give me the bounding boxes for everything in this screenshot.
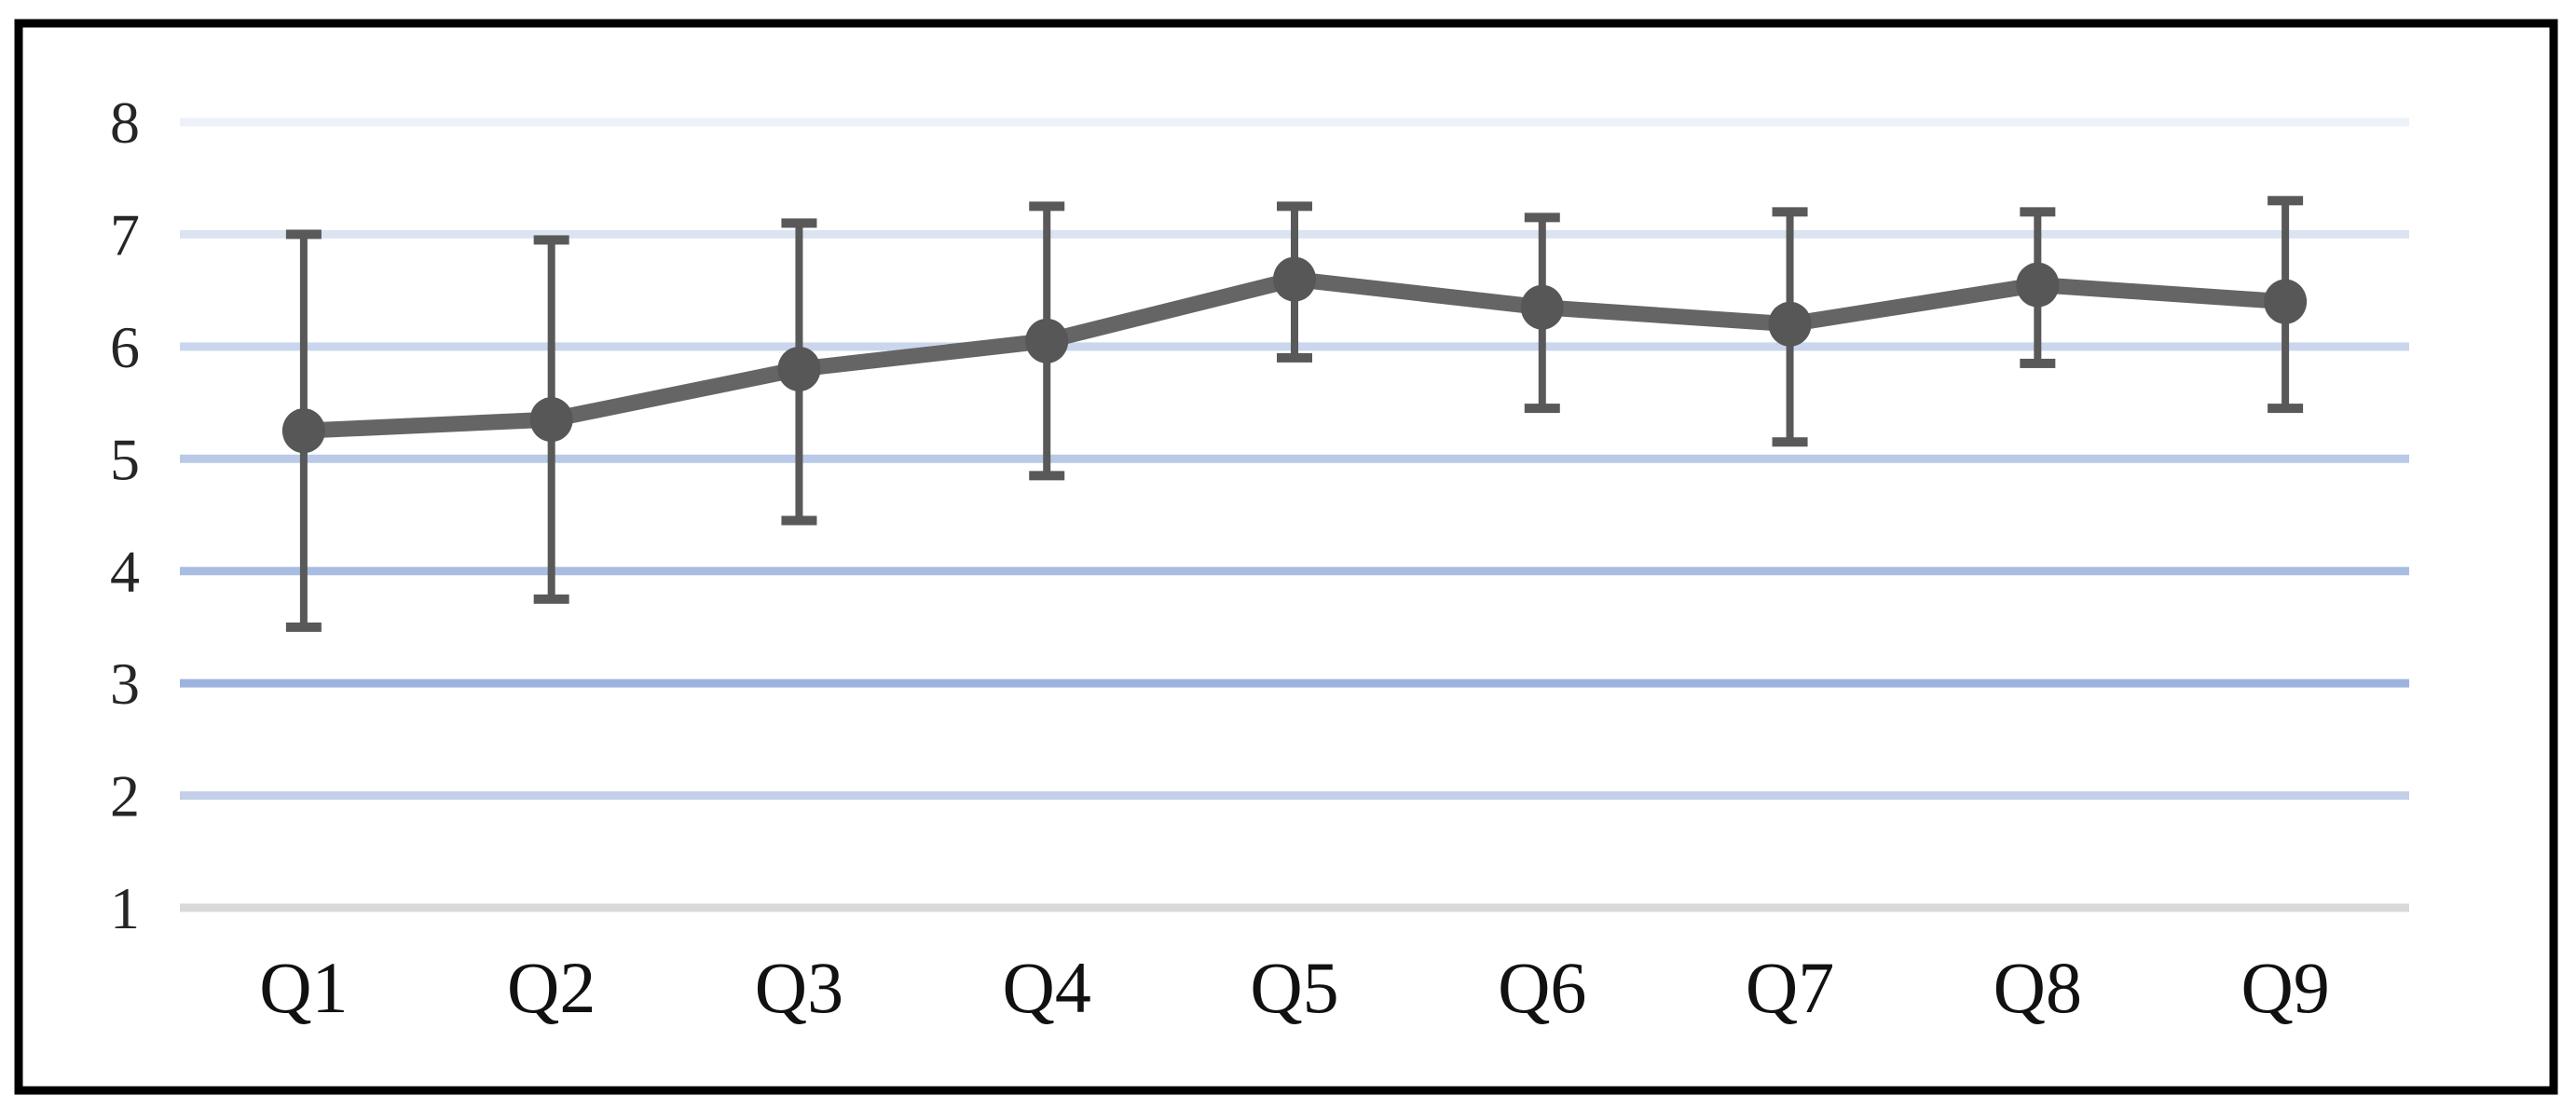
error-bar-cap-bottom-q3 [781, 515, 817, 526]
data-point-marker-q3 [777, 346, 821, 391]
xtick-label-q5: Q5 [1250, 947, 1338, 1028]
data-point-marker-q5 [1273, 256, 1316, 302]
error-bar-cap-bottom-q6 [1524, 404, 1560, 414]
chart-border [14, 19, 2558, 1095]
error-bar-cap-bottom-q4 [1029, 471, 1065, 481]
data-point-marker-q6 [1520, 284, 1564, 330]
ytick-label-6: 6 [110, 314, 140, 380]
error-bar-cap-top-q6 [1524, 212, 1560, 223]
error-bar-cap-top-q8 [2020, 207, 2056, 217]
error-bar-cap-bottom-q1 [285, 622, 322, 632]
data-point-marker-q7 [1768, 301, 1812, 347]
data-point-marker-q8 [2016, 262, 2060, 308]
xtick-label-q4: Q4 [1003, 947, 1091, 1028]
error-bar-cap-top-q2 [533, 235, 569, 245]
ytick-label-4: 4 [110, 539, 140, 605]
ytick-label-8: 8 [110, 89, 140, 156]
ytick-label-3: 3 [110, 651, 140, 717]
ytick-label-2: 2 [110, 763, 140, 829]
xtick-label-q6: Q6 [1498, 947, 1586, 1028]
ytick-label-5: 5 [110, 426, 140, 492]
data-point-marker-q9 [2264, 279, 2308, 324]
data-point-marker-q1 [281, 408, 325, 454]
xtick-label-q7: Q7 [1746, 947, 1834, 1028]
xtick-label-q1: Q1 [259, 947, 348, 1028]
ytick-label-1: 1 [110, 875, 140, 941]
error-bar-cap-bottom-q9 [2268, 404, 2304, 414]
error-bar-cap-bottom-q5 [1277, 352, 1312, 363]
error-bar-cap-top-q7 [1772, 207, 1808, 217]
data-point-marker-q2 [529, 397, 573, 443]
error-bar-cap-top-q5 [1277, 201, 1312, 212]
xtick-label-q2: Q2 [507, 947, 596, 1028]
error-bar-cap-top-q4 [1029, 201, 1065, 212]
error-bar-cap-top-q1 [285, 229, 322, 240]
error-bar-cap-bottom-q8 [2020, 358, 2056, 368]
xtick-label-q9: Q9 [2240, 947, 2329, 1028]
ytick-label-7: 7 [110, 201, 140, 267]
error-bar-cap-bottom-q2 [533, 594, 569, 604]
xtick-label-q8: Q8 [1994, 947, 2082, 1028]
data-point-marker-q4 [1025, 318, 1069, 363]
error-bar-cap-top-q9 [2268, 196, 2304, 206]
xtick-label-q3: Q3 [755, 947, 843, 1028]
error-bar-cap-bottom-q7 [1772, 437, 1808, 447]
error-bar-cap-top-q3 [781, 218, 817, 228]
